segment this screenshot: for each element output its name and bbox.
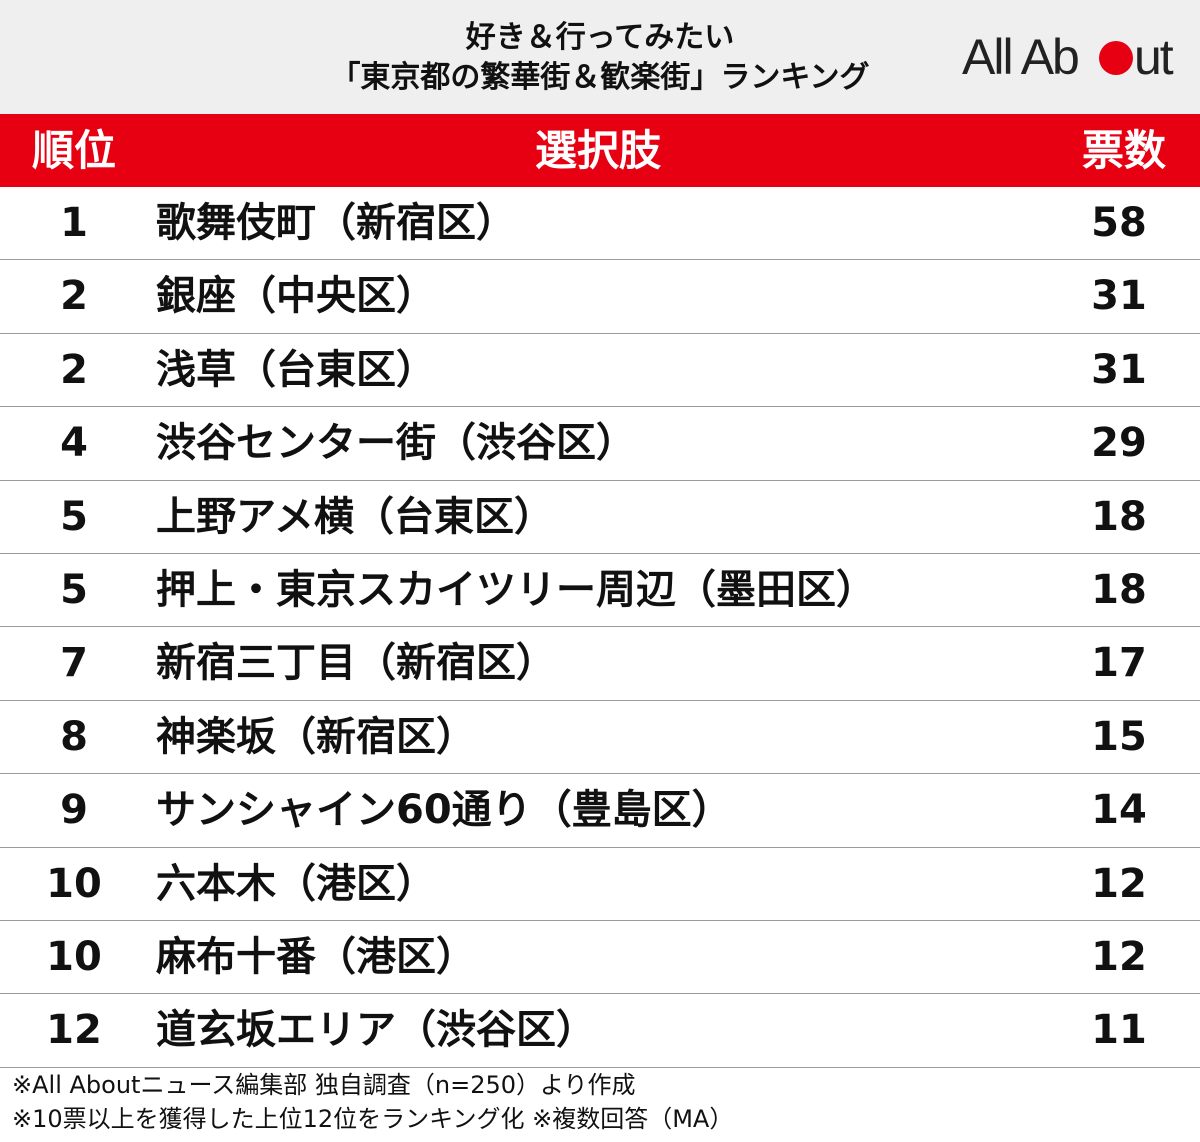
rank-cell: 2 (60, 346, 88, 393)
table-row: 5 上野アメ横（台東区） 18 (0, 481, 1200, 554)
votes-cell: 17 (1091, 640, 1147, 687)
table-row: 8 神楽坂（新宿区） 15 (0, 701, 1200, 775)
footnote-method: ※10票以上を獲得した上位12位をランキング化 ※複数回答（MA） (12, 1105, 734, 1133)
table-row: 1 歌舞伎町（新宿区） 58 (0, 187, 1200, 261)
logo-text-left: All Ab (962, 29, 1078, 84)
table-row: 2 浅草（台東区） 31 (0, 334, 1200, 408)
title-line-2: 「東京都の繁華街＆歓楽街」ランキング (330, 60, 870, 95)
column-header-votes: 票数 (1081, 126, 1166, 175)
table-row: 2 銀座（中央区） 31 (0, 260, 1200, 334)
table-row: 12 道玄坂エリア（渋谷区） 11 (0, 994, 1200, 1068)
votes-cell: 15 (1091, 713, 1147, 760)
votes-cell: 14 (1091, 787, 1147, 834)
votes-cell: 12 (1091, 933, 1147, 980)
rank-cell: 5 (60, 566, 88, 613)
choice-cell: 銀座（中央区） (156, 273, 436, 320)
votes-cell: 12 (1091, 860, 1147, 907)
rank-cell: 1 (60, 200, 88, 246)
choice-cell: 六本木（港区） (156, 860, 436, 907)
votes-cell: 11 (1091, 1007, 1147, 1054)
votes-cell: 29 (1091, 420, 1147, 467)
chart-header: 好き＆行ってみたい 「東京都の繁華街＆歓楽街」ランキング All Ab ut (0, 0, 1200, 114)
column-header-rank: 順位 (31, 126, 116, 175)
rank-cell: 2 (60, 273, 88, 320)
votes-cell: 58 (1091, 200, 1147, 246)
rank-cell: 9 (60, 787, 88, 834)
choice-cell: 麻布十番（港区） (156, 933, 476, 980)
table-row: 10 麻布十番（港区） 12 (0, 921, 1200, 995)
choice-cell: 道玄坂エリア（渋谷区） (156, 1007, 596, 1054)
logo-text-right: ut (1134, 29, 1174, 84)
column-header-choice: 選択肢 (534, 126, 661, 175)
table-row: 10 六本木（港区） 12 (0, 848, 1200, 921)
choice-cell: 新宿三丁目（新宿区） (156, 640, 556, 687)
rank-cell: 4 (60, 420, 88, 467)
choice-cell: 上野アメ横（台東区） (156, 493, 554, 540)
allabout-logo: All Ab ut (962, 29, 1176, 84)
votes-cell: 31 (1091, 346, 1147, 393)
chart-title: 好き＆行ってみたい 「東京都の繁華街＆歓楽街」ランキング (0, 18, 1200, 98)
rank-cell: 10 (46, 933, 102, 980)
logo-red-dot (1099, 41, 1133, 75)
footnote-source: ※All Aboutニュース編集部 独自調査（n=250）より作成 (12, 1071, 636, 1099)
rank-cell: 12 (46, 1007, 102, 1054)
rank-cell: 10 (46, 860, 102, 907)
table-row: 5 押上・東京スカイツリー周辺（墨田区） 18 (0, 554, 1200, 628)
footnotes: ※All Aboutニュース編集部 独自調査（n=250）より作成 ※10票以上… (12, 1068, 1192, 1136)
table-row: 9 サンシャイン60通り（豊島区） 14 (0, 774, 1200, 848)
rank-cell: 8 (60, 713, 88, 760)
table-row: 4 渋谷センター街（渋谷区） 29 (0, 407, 1200, 481)
table-row: 7 新宿三丁目（新宿区） 17 (0, 627, 1200, 701)
choice-cell: 押上・東京スカイツリー周辺（墨田区） (156, 566, 876, 613)
rank-cell: 5 (60, 493, 88, 540)
title-line-1: 好き＆行ってみたい (465, 20, 735, 55)
votes-cell: 18 (1091, 566, 1147, 613)
votes-cell: 18 (1091, 493, 1147, 540)
choice-cell: 渋谷センター街（渋谷区） (156, 420, 636, 467)
choice-cell: 歌舞伎町（新宿区） (156, 200, 516, 246)
choice-cell: サンシャイン60通り（豊島区） (156, 787, 732, 834)
votes-cell: 31 (1091, 273, 1147, 320)
ranking-table-body: 1 歌舞伎町（新宿区） 58 2 銀座（中央区） 31 2 浅草（台東区） 31 4 渋谷センター街… (0, 187, 1200, 1068)
choice-cell: 神楽坂（新宿区） (156, 713, 476, 760)
choice-cell: 浅草（台東区） (156, 346, 436, 393)
rank-cell: 7 (60, 640, 88, 687)
table-header: 順位 選択肢 票数 (0, 114, 1200, 187)
